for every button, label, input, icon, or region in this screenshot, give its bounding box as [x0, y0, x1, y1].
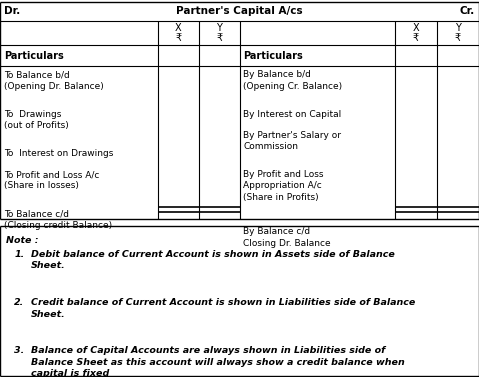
Text: ₹: ₹ [413, 33, 419, 43]
Text: Partner's Capital A/cs: Partner's Capital A/cs [176, 6, 303, 16]
Text: 1.: 1. [14, 250, 24, 259]
Text: ₹: ₹ [455, 33, 461, 43]
Text: X: X [175, 23, 182, 33]
Text: By Balance c/d
Closing Dr. Balance: By Balance c/d Closing Dr. Balance [243, 227, 331, 248]
Text: Credit balance of Current Account is shown in Liabilities side of Balance
Sheet.: Credit balance of Current Account is sho… [31, 298, 415, 319]
Text: To  Drawings
(out of Profits): To Drawings (out of Profits) [4, 110, 68, 130]
Text: Particulars: Particulars [243, 51, 303, 61]
Text: To Balance c/d
(Closing credit Balance): To Balance c/d (Closing credit Balance) [4, 209, 112, 230]
Text: To Balance b/d
(Opening Dr. Balance): To Balance b/d (Opening Dr. Balance) [4, 70, 103, 91]
Text: ₹: ₹ [216, 33, 222, 43]
Text: 3.: 3. [14, 346, 24, 356]
Text: To  Interest on Drawings: To Interest on Drawings [4, 149, 113, 158]
Text: X: X [413, 23, 419, 33]
Text: Particulars: Particulars [4, 51, 64, 61]
Text: To Profit and Loss A/c
(Share in losses): To Profit and Loss A/c (Share in losses) [4, 170, 99, 190]
Text: ₹: ₹ [175, 33, 182, 43]
Text: By Interest on Capital: By Interest on Capital [243, 110, 342, 119]
Text: Dr.: Dr. [4, 6, 20, 16]
Text: Y: Y [216, 23, 222, 33]
Text: Cr.: Cr. [460, 6, 475, 16]
Text: Y: Y [455, 23, 461, 33]
Text: Note :: Note : [6, 236, 38, 245]
Text: 2.: 2. [14, 298, 24, 307]
Text: By Partner's Salary or
Commission: By Partner's Salary or Commission [243, 131, 342, 151]
Text: Debit balance of Current Account is shown in Assets side of Balance
Sheet.: Debit balance of Current Account is show… [31, 250, 395, 270]
Text: Balance of Capital Accounts are always shown in Liabilities side of
Balance Shee: Balance of Capital Accounts are always s… [31, 346, 405, 377]
Text: By Balance b/d
(Opening Cr. Balance): By Balance b/d (Opening Cr. Balance) [243, 70, 342, 91]
Text: By Profit and Loss
Appropriation A/c
(Share in Profits): By Profit and Loss Appropriation A/c (Sh… [243, 170, 324, 202]
